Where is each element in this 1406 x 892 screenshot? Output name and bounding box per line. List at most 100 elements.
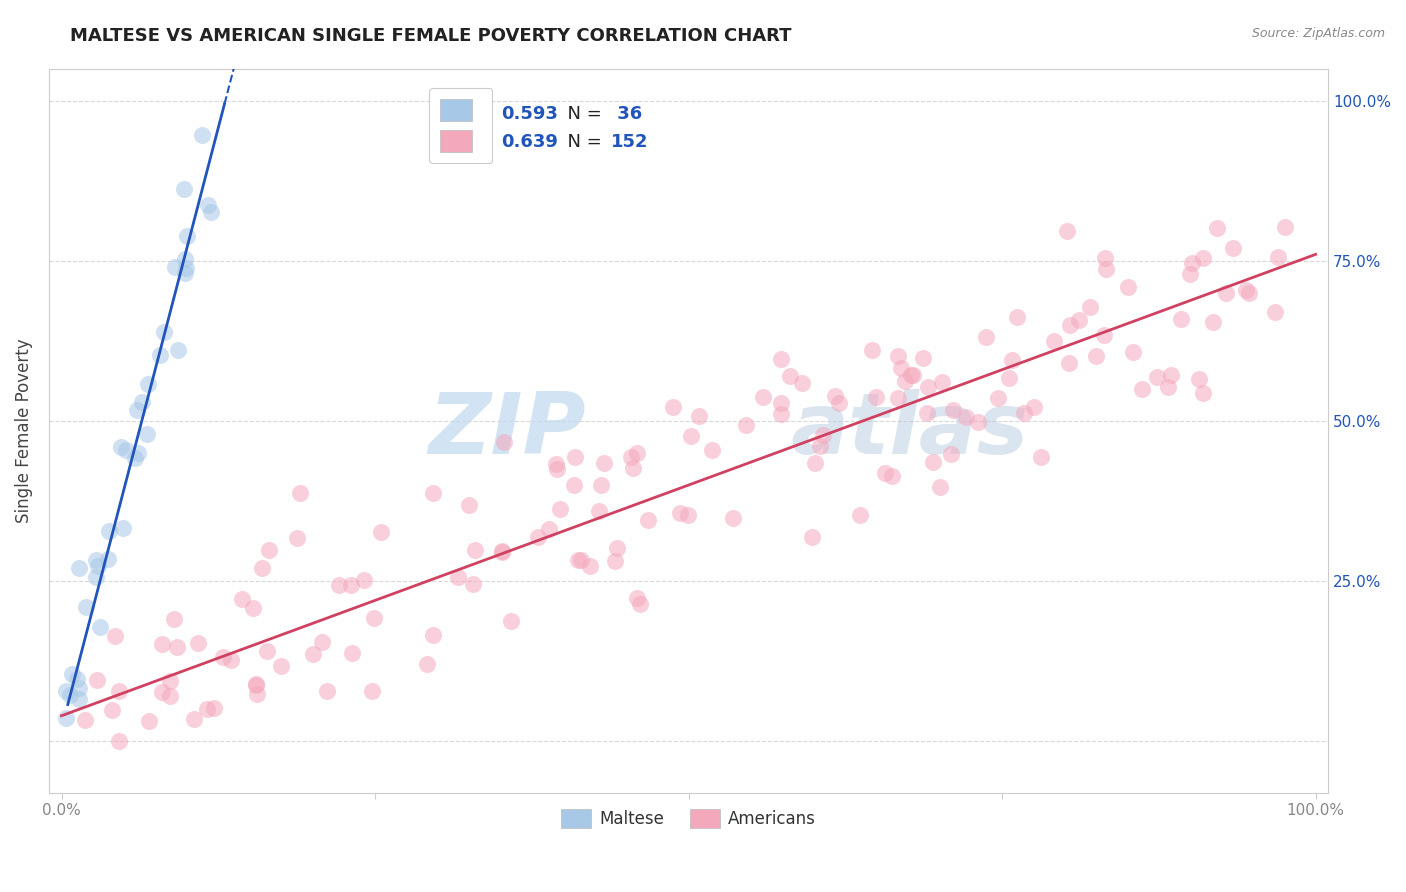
Point — [1092, 327, 1115, 342]
Point — [1264, 305, 1286, 319]
Point — [202, 700, 225, 714]
Point — [939, 447, 962, 461]
Point — [162, 612, 184, 626]
Text: atlas: atlas — [792, 389, 1029, 472]
Point — [167, 343, 190, 357]
Text: MALTESE VS AMERICAN SINGLE FEMALE POVERTY CORRELATION CHART: MALTESE VS AMERICAN SINGLE FEMALE POVERT… — [70, 27, 792, 45]
Point — [526, 530, 548, 544]
Point — [302, 648, 325, 662]
Point — [211, 649, 233, 664]
Point — [149, 348, 172, 362]
Point — [1059, 318, 1081, 333]
Point — [288, 486, 311, 500]
Point — [1187, 372, 1209, 386]
Point — [250, 561, 273, 575]
Point — [548, 501, 571, 516]
Text: 36: 36 — [612, 105, 643, 123]
Text: 152: 152 — [612, 134, 648, 152]
Point — [173, 182, 195, 196]
Point — [735, 417, 758, 432]
Point — [637, 513, 659, 527]
Point — [626, 446, 648, 460]
Point — [628, 597, 651, 611]
Point — [245, 677, 267, 691]
Point — [1170, 312, 1192, 326]
Point — [183, 713, 205, 727]
Point — [190, 128, 212, 143]
Y-axis label: Single Female Poverty: Single Female Poverty — [15, 338, 32, 523]
Point — [1029, 450, 1052, 464]
Point — [67, 681, 90, 695]
Point — [588, 504, 610, 518]
Point — [159, 673, 181, 688]
Point — [55, 683, 77, 698]
Point — [138, 714, 160, 728]
Point — [361, 683, 384, 698]
Text: R =: R = — [447, 105, 486, 123]
Point — [66, 672, 89, 686]
Point — [1215, 285, 1237, 300]
Point — [101, 703, 124, 717]
Point — [1067, 313, 1090, 327]
Point — [245, 678, 267, 692]
Point — [886, 349, 908, 363]
Point — [1122, 344, 1144, 359]
Point — [370, 524, 392, 539]
Text: ZIP: ZIP — [429, 389, 586, 472]
Text: R =: R = — [447, 134, 486, 152]
Point — [97, 552, 120, 566]
Point — [860, 343, 883, 358]
Point — [187, 636, 209, 650]
Point — [911, 351, 934, 365]
Point — [662, 400, 685, 414]
Point — [1043, 334, 1066, 348]
Point — [315, 683, 337, 698]
Point — [73, 713, 96, 727]
Point — [679, 429, 702, 443]
Point — [569, 553, 592, 567]
Point — [125, 403, 148, 417]
Point — [1012, 406, 1035, 420]
Point — [1160, 368, 1182, 382]
Point — [491, 544, 513, 558]
Point — [174, 252, 197, 266]
Point — [1130, 382, 1153, 396]
Point — [928, 480, 950, 494]
Point — [108, 734, 131, 748]
Point — [873, 466, 896, 480]
Point — [567, 553, 589, 567]
Point — [900, 368, 922, 382]
Point — [150, 636, 173, 650]
Point — [246, 687, 269, 701]
Point — [112, 521, 135, 535]
Point — [131, 394, 153, 409]
Point — [114, 443, 136, 458]
Point — [60, 667, 83, 681]
Point — [603, 554, 626, 568]
Point — [1024, 400, 1046, 414]
Point — [97, 524, 120, 539]
Point — [270, 658, 292, 673]
Point — [626, 591, 648, 605]
Point — [723, 511, 745, 525]
Text: N =: N = — [557, 134, 607, 152]
Point — [197, 702, 219, 716]
Point — [779, 368, 801, 383]
Point — [931, 376, 953, 390]
Point — [242, 601, 264, 615]
Point — [197, 197, 219, 211]
Point — [562, 477, 585, 491]
Point — [135, 426, 157, 441]
Point — [1178, 267, 1201, 281]
Point — [86, 553, 108, 567]
Point — [159, 689, 181, 703]
Point — [1056, 224, 1078, 238]
Point — [917, 406, 939, 420]
Point — [865, 391, 887, 405]
Point — [86, 570, 108, 584]
Point — [1146, 369, 1168, 384]
Point — [353, 573, 375, 587]
Point — [340, 577, 363, 591]
Point — [824, 389, 846, 403]
Point — [546, 457, 568, 471]
